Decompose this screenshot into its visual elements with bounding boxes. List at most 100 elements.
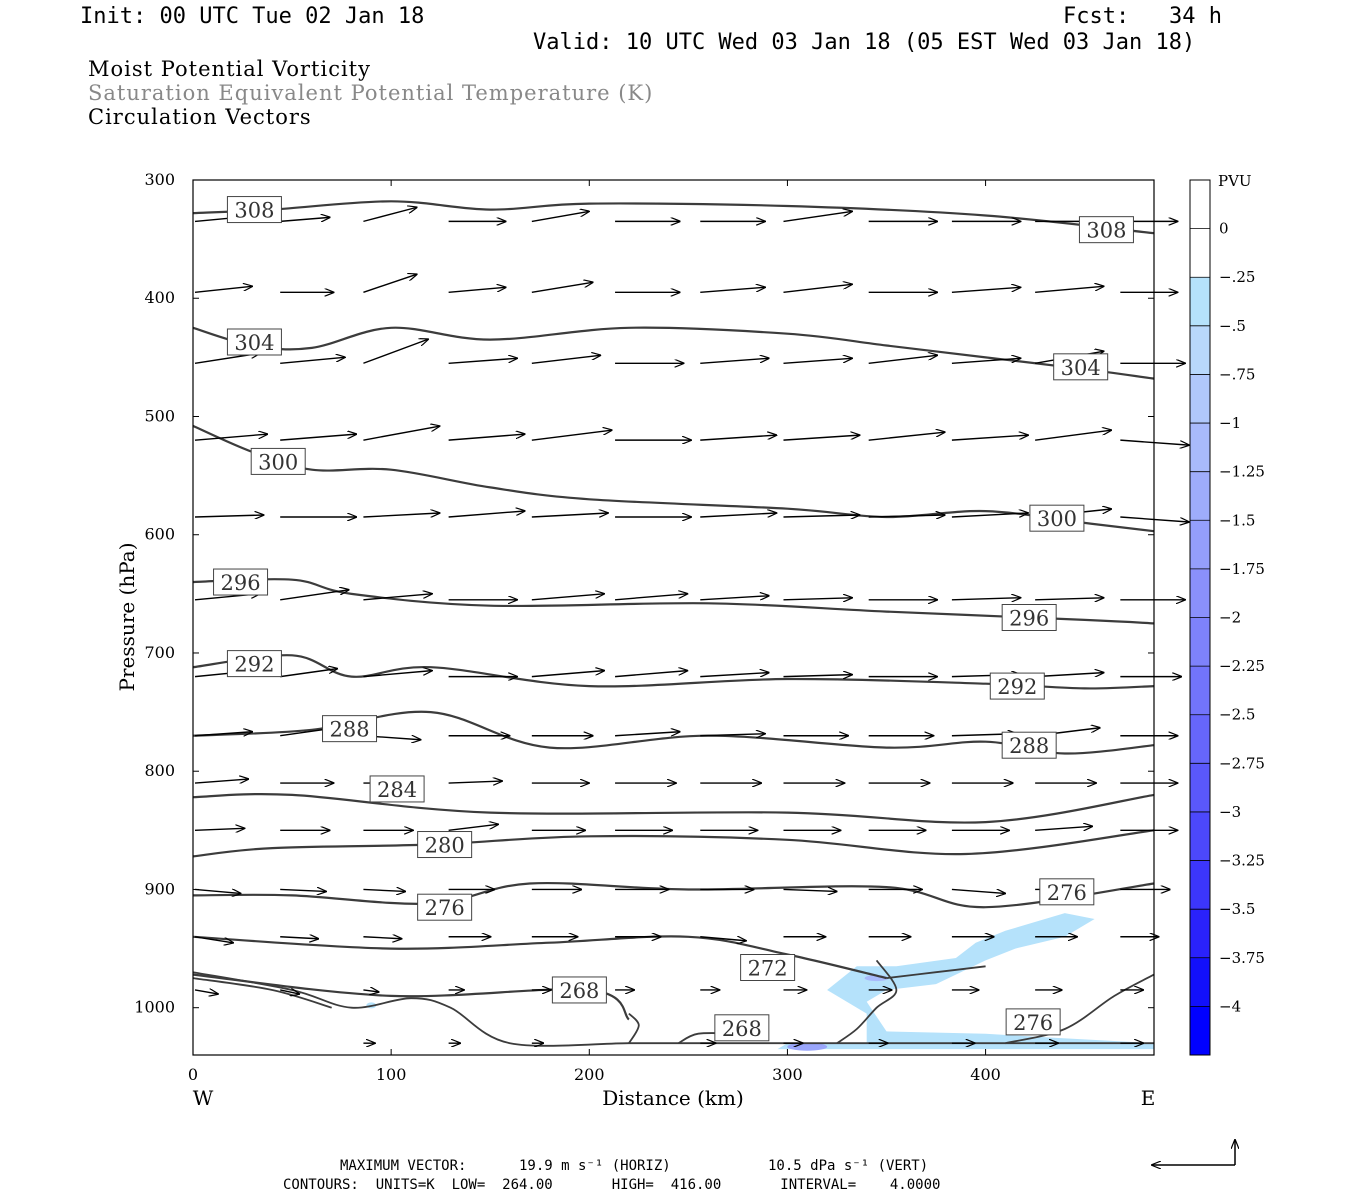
circulation-vector: [531, 513, 608, 518]
circulation-vector: [280, 889, 326, 891]
theta-contour-300: [192, 424, 1155, 533]
contour-label-304: 304: [234, 331, 274, 355]
contour-label-box: [250, 447, 306, 475]
circulation-vector: [783, 284, 851, 294]
circulation-vector: [1035, 826, 1092, 832]
contour-label-280: 280: [425, 834, 465, 858]
colorbar-level-label: −.5: [1219, 317, 1246, 335]
colorbar-swatch: [1190, 957, 1210, 1007]
contour-label-box: [226, 196, 282, 224]
x-tick-label: 0: [188, 1065, 198, 1084]
colorbar-swatch: [1190, 180, 1210, 230]
valid-time: Valid: 10 UTC Wed 03 Jan 18 (05 EST Wed …: [533, 30, 1196, 55]
circulation-vector: [868, 432, 945, 441]
plot-frame: [192, 179, 1155, 1056]
circulation-vector: [280, 357, 345, 364]
contour-label-box: [1039, 878, 1095, 906]
contour-label-268: 268: [722, 1017, 762, 1041]
contour-label-box: [714, 1014, 770, 1042]
circulation-vector: [783, 598, 851, 600]
circulation-vector: [700, 734, 765, 736]
circulation-vector: [194, 515, 263, 517]
colorbar-level-label: −3.5: [1219, 900, 1255, 918]
circulation-vector: [700, 435, 776, 441]
theta-contour-276: [192, 881, 1155, 909]
max-vector-label: MAXIMUM VECTOR:: [340, 1158, 467, 1174]
colorbar-level-label: −2.75: [1219, 754, 1265, 772]
circulation-vector: [280, 217, 329, 221]
theta-contour-segment: [628, 1012, 640, 1044]
contour-label-304: 304: [1061, 356, 1101, 380]
contour-label-box: [369, 775, 425, 803]
colorbar-swatch: [1190, 228, 1210, 278]
contour-label-box: [1053, 353, 1109, 381]
theta-contour-284: [192, 793, 1155, 824]
colorbar-swatch: [1190, 666, 1210, 716]
circulation-vector: [531, 211, 589, 223]
theta-contour-268: [192, 973, 630, 1021]
colorbar-swatch: [1190, 568, 1210, 618]
colorbar-swatch: [1190, 374, 1210, 424]
circulation-vector: [280, 434, 356, 441]
circulation-vector: [448, 434, 525, 441]
colorbar-level-label: −2.5: [1219, 706, 1255, 724]
circulation-vector: [194, 990, 218, 994]
colorbar-swatch: [1190, 520, 1210, 570]
circulation-vector: [280, 590, 348, 601]
circulation-vector: [363, 207, 416, 223]
colorbar-level-label: −3.25: [1219, 852, 1265, 870]
circulation-vector: [531, 430, 612, 441]
circulation-vector: [448, 287, 506, 294]
colorbar-swatch: [1190, 423, 1210, 473]
circulation-vector: [700, 673, 768, 678]
y-tick-label: 1000: [134, 998, 175, 1017]
max-vector-vertical: 10.5 dPa s⁻¹ (VERT): [768, 1158, 929, 1174]
colorbar-swatch: [1190, 471, 1210, 521]
circulation-vector: [194, 779, 248, 784]
circulation-vector: [700, 596, 768, 601]
circulation-vector: [783, 211, 851, 223]
contour-label-box: [226, 328, 282, 356]
field-title-theta: Saturation Equivalent Potential Temperat…: [88, 81, 654, 105]
x-tick-label: 300: [772, 1065, 803, 1084]
circulation-vector: [448, 358, 517, 364]
colorbar-level-label: −4: [1219, 997, 1241, 1015]
contour-label-292: 292: [234, 653, 274, 677]
pv-region: [777, 913, 1154, 1050]
field-title-pv: Moist Potential Vorticity: [88, 57, 371, 81]
circulation-vector: [194, 732, 252, 737]
field-title-vectors: Circulation Vectors: [88, 105, 312, 129]
circulation-vector: [1035, 673, 1103, 678]
contour-label-308: 308: [234, 199, 274, 223]
circulation-vector: [363, 990, 378, 992]
circulation-vector: [615, 732, 680, 737]
contour-label-300: 300: [1037, 507, 1077, 531]
init-time: Init: 00 UTC Tue 02 Jan 18: [80, 4, 425, 29]
theta-contour-304: [192, 326, 1155, 380]
y-tick-label: 900: [144, 879, 175, 898]
circulation-vector: [363, 937, 401, 939]
circulation-vector: [363, 594, 431, 601]
pv-colorbar: 0 −.25 −.5 −.75 −1 −1.25 −1.5 −1.75 −2 −2.25 −2.5 −…: [1189, 179, 1265, 1056]
y-tick-label: 400: [144, 288, 175, 307]
circulation-vector: [700, 287, 765, 294]
contour-label-288: 288: [329, 718, 369, 742]
colorbar-level-label: −1.75: [1219, 560, 1265, 578]
x-tick-label: 200: [574, 1065, 605, 1084]
circulation-vector: [951, 287, 1020, 294]
circulation-vector: [448, 824, 498, 832]
contour-label-box: [989, 672, 1045, 700]
colorbar-level-label: −2: [1219, 609, 1241, 627]
y-tick-label: 600: [144, 525, 175, 544]
contour-label-300: 300: [258, 450, 298, 474]
theta-contour-280: [192, 829, 1155, 858]
contour-label-276: 276: [1047, 881, 1087, 905]
circulation-vector: [951, 598, 1020, 600]
colorbar-swatch: [1190, 325, 1210, 375]
colorbar-title: PVU: [1218, 172, 1252, 190]
y-axis-label: Pressure (hPa): [115, 543, 139, 692]
circulation-vector: [1035, 430, 1111, 441]
x-tick-label: 400: [970, 1065, 1001, 1084]
contour-label-box: [1078, 216, 1134, 244]
x-left-direction: W: [193, 1086, 214, 1110]
